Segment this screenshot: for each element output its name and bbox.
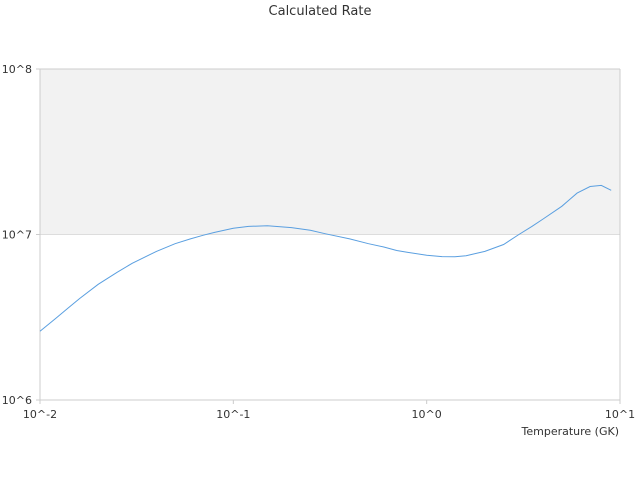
- axis-ticks: 10^-2 10^-1 10^0 10^1 10^6 10^7 10^8: [2, 63, 635, 421]
- y-tick-label: 10^6: [2, 394, 32, 407]
- x-axis-title: Temperature (GK): [521, 425, 620, 438]
- series-line[interactable]: [39, 184, 612, 332]
- chart-title: Calculated Rate: [268, 4, 372, 19]
- x-tick-label: 10^1: [605, 408, 635, 421]
- shaded-band: [40, 69, 620, 235]
- x-tick-label: 10^0: [412, 408, 442, 421]
- x-tick-label: 10^-1: [216, 408, 250, 421]
- y-tick-label: 10^7: [2, 229, 32, 242]
- x-tick-label: 10^-2: [23, 408, 57, 421]
- y-tick-label: 10^8: [2, 63, 32, 76]
